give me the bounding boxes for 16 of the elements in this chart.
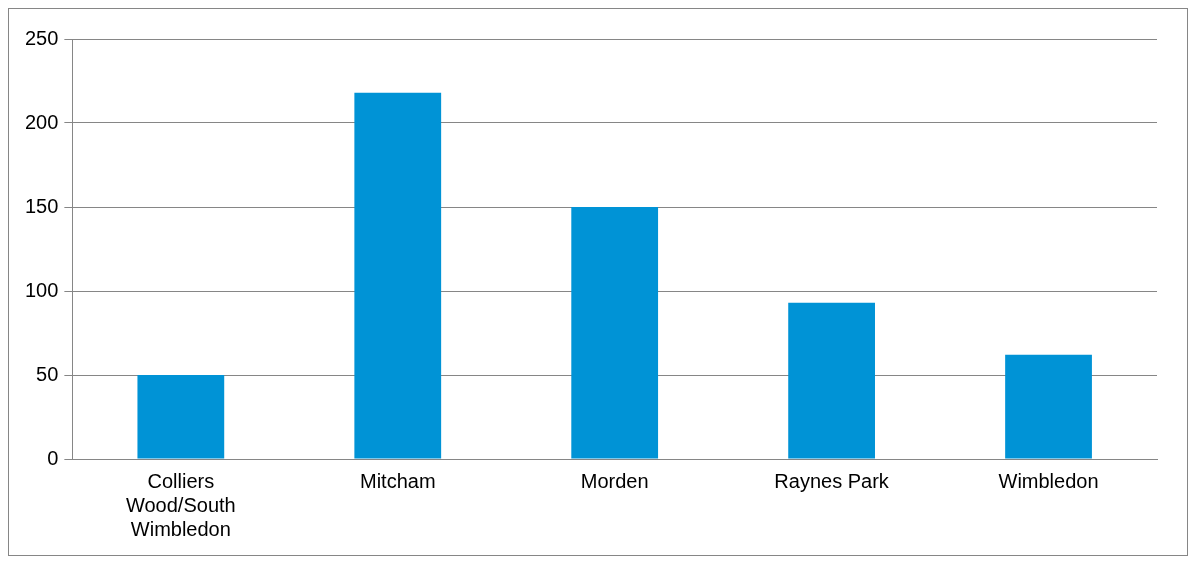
y-tick-label: 50 (36, 362, 59, 385)
bar (137, 375, 225, 459)
x-tick-label: Mitcham (359, 469, 436, 492)
bar (571, 207, 659, 459)
x-tick-label: Wimbledon (998, 469, 1099, 492)
y-tick-label: 100 (24, 278, 59, 301)
y-tick-label: 250 (24, 26, 59, 49)
bar (354, 92, 442, 459)
x-tick-label: Colliers Wood/South Wimbledon (125, 469, 236, 540)
y-tick-label: 150 (24, 194, 59, 217)
x-tick-label: Raynes Park (774, 469, 890, 492)
bar (1005, 354, 1092, 459)
x-tick-label: Morden (580, 469, 649, 492)
y-tick-label: 0 (47, 446, 59, 469)
bar (788, 302, 875, 459)
y-tick-label: 200 (24, 110, 59, 133)
